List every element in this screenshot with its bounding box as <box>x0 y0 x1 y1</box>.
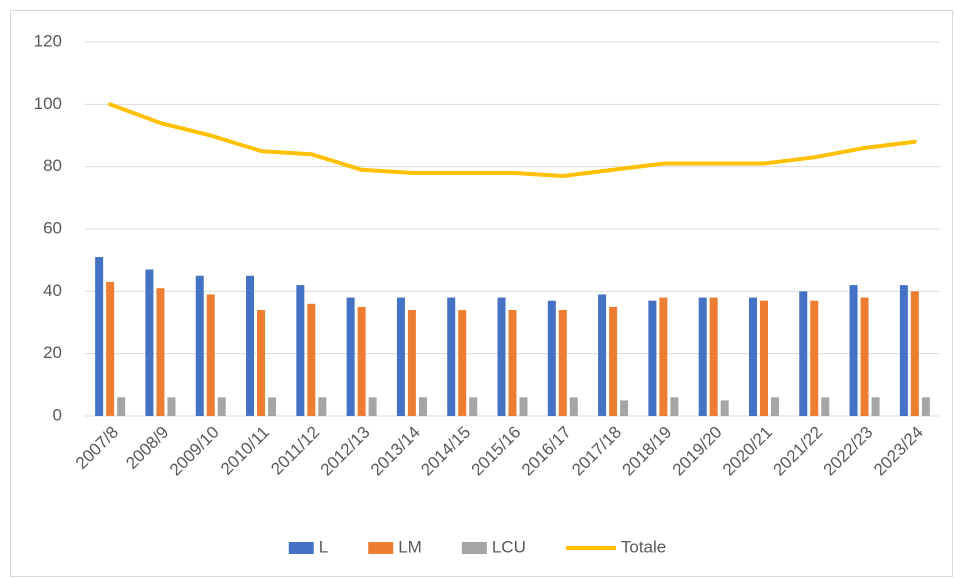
bar <box>246 275 255 416</box>
bar <box>921 397 930 416</box>
bar <box>849 285 858 416</box>
bar <box>670 397 679 416</box>
y-tick-label: 0 <box>53 405 62 424</box>
bar <box>821 397 830 416</box>
bar <box>899 285 908 416</box>
bar <box>447 297 456 416</box>
bar <box>268 397 277 416</box>
y-tick-label: 80 <box>43 156 62 175</box>
bar <box>357 306 366 416</box>
bar <box>810 300 819 416</box>
bar <box>156 288 165 416</box>
bar <box>407 310 416 416</box>
bar <box>195 275 204 416</box>
legend-label: LM <box>398 537 422 556</box>
y-tick-label: 20 <box>43 343 62 362</box>
legend-label: Totale <box>621 537 666 556</box>
bar <box>659 297 668 416</box>
bar <box>910 291 919 416</box>
bar <box>497 297 506 416</box>
bar <box>569 397 578 416</box>
bar <box>217 397 226 416</box>
bar <box>648 300 657 416</box>
bar <box>318 397 327 416</box>
bar <box>620 400 629 416</box>
bar <box>106 281 115 416</box>
bar <box>418 397 427 416</box>
bar <box>469 397 478 416</box>
bar <box>117 397 126 416</box>
bar <box>709 297 718 416</box>
bar <box>346 297 355 416</box>
legend-swatch <box>461 542 487 554</box>
bar <box>799 291 808 416</box>
bar <box>770 397 779 416</box>
bar <box>296 285 305 416</box>
bar <box>698 297 707 416</box>
bar <box>145 269 154 416</box>
bar <box>598 294 607 416</box>
bar <box>458 310 467 416</box>
bar <box>547 300 556 416</box>
bar <box>558 310 567 416</box>
bar <box>720 400 729 416</box>
bar <box>396 297 405 416</box>
line <box>108 102 917 179</box>
legend-label: L <box>319 537 328 556</box>
bar <box>759 300 768 416</box>
bar <box>860 297 869 416</box>
bar <box>257 310 266 416</box>
y-tick-label: 100 <box>34 94 62 113</box>
bar <box>206 294 215 416</box>
bar <box>95 257 104 416</box>
bar <box>167 397 176 416</box>
bar <box>519 397 528 416</box>
y-tick-label: 120 <box>34 31 62 50</box>
bar <box>368 397 377 416</box>
bar <box>307 303 316 416</box>
legend-swatch <box>288 542 314 554</box>
bar <box>748 297 757 416</box>
legend-label: LCU <box>492 537 526 556</box>
legend-swatch <box>368 542 394 554</box>
y-tick-label: 40 <box>43 281 62 300</box>
bar <box>609 306 618 416</box>
y-tick-label: 60 <box>43 218 62 237</box>
bar <box>871 397 880 416</box>
bar <box>508 310 517 416</box>
